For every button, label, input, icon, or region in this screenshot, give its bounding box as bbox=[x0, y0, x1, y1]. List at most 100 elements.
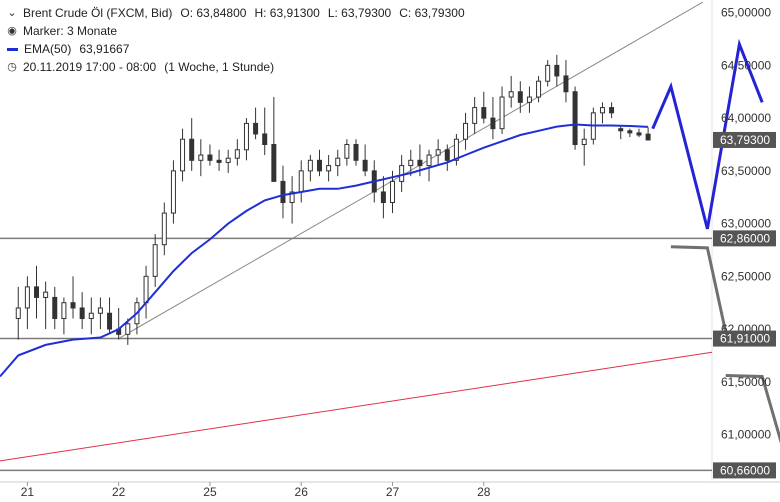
legend-ema-row: EMA(50) 63,91667 bbox=[6, 40, 465, 58]
candle-body bbox=[161, 212, 167, 246]
candle-body bbox=[180, 138, 186, 172]
marker-label: Marker: 3 Monate bbox=[23, 24, 118, 38]
candle-body bbox=[353, 143, 359, 161]
candle bbox=[526, 86, 532, 113]
candle-body bbox=[444, 149, 450, 161]
candle bbox=[271, 97, 277, 182]
candle bbox=[234, 139, 240, 166]
candle bbox=[645, 127, 651, 141]
price-badge: 61,91000 bbox=[713, 330, 776, 347]
candle-body bbox=[307, 159, 313, 172]
candle-body bbox=[225, 157, 231, 163]
candle-body bbox=[125, 323, 131, 335]
candle-body bbox=[526, 96, 532, 103]
candle bbox=[61, 297, 67, 335]
candle-body bbox=[380, 191, 386, 204]
candle bbox=[143, 265, 149, 319]
candle-body bbox=[563, 75, 569, 93]
candle bbox=[399, 155, 405, 192]
candle-body bbox=[79, 307, 85, 320]
y-tick-label: 61,00000 bbox=[721, 428, 771, 442]
chevron-down-icon[interactable]: ⌄ bbox=[7, 7, 17, 19]
candle-body bbox=[481, 107, 487, 119]
price-badge-box bbox=[713, 330, 776, 347]
x-tick-label: 28 bbox=[477, 485, 491, 499]
legend-ohlc-row: ⌄ Brent Crude Öl (FXCM, Bid) O: 63,84800… bbox=[6, 4, 464, 22]
candle-body bbox=[408, 159, 414, 167]
legend-marker-row: ◉ Marker: 3 Monate bbox=[6, 22, 465, 40]
candle bbox=[70, 276, 76, 319]
ema-swatch-icon bbox=[7, 47, 18, 51]
candle-body bbox=[636, 132, 642, 136]
candle bbox=[225, 149, 231, 173]
candle bbox=[79, 292, 85, 330]
candle-body bbox=[107, 312, 113, 330]
candle-body bbox=[170, 170, 176, 214]
price-badge-box bbox=[713, 230, 776, 247]
candle-body bbox=[70, 302, 76, 309]
legend-time-row: ◷ 20.11.2019 17:00 - 08:00 (1 Woche, 1 S… bbox=[6, 58, 465, 76]
candle-body bbox=[517, 91, 523, 103]
price-badge: 60,66000 bbox=[713, 462, 776, 479]
candle bbox=[599, 102, 605, 124]
candle-body bbox=[207, 154, 213, 161]
candle bbox=[52, 286, 58, 330]
candle bbox=[243, 118, 249, 161]
candle bbox=[444, 144, 450, 171]
candle-body bbox=[234, 149, 240, 159]
grid-lines bbox=[0, 0, 780, 483]
candle bbox=[298, 160, 304, 203]
candle-body bbox=[198, 154, 204, 161]
y-tick-label: 64,00000 bbox=[721, 111, 771, 125]
candle bbox=[326, 155, 332, 182]
chart-legend: ⌄ Brent Crude Öl (FXCM, Bid) O: 63,84800… bbox=[6, 4, 465, 76]
candle-body bbox=[536, 80, 542, 98]
candle-body bbox=[97, 307, 103, 314]
candle bbox=[618, 125, 624, 140]
time-interval: (1 Woche, 1 Stunde) bbox=[164, 60, 275, 74]
grey-projection-path bbox=[670, 245, 728, 333]
price-badge-box bbox=[713, 131, 776, 148]
y-tick-label: 63,50000 bbox=[721, 164, 771, 178]
candle bbox=[289, 176, 295, 224]
candle-body bbox=[609, 107, 615, 114]
price-badge-label: 60,66000 bbox=[720, 463, 770, 477]
candle-body bbox=[61, 302, 67, 320]
candle bbox=[572, 86, 578, 150]
candle bbox=[435, 139, 441, 166]
candlestick-series bbox=[15, 54, 651, 345]
candle-body bbox=[472, 107, 478, 124]
candle bbox=[581, 128, 587, 166]
candle-body bbox=[572, 91, 578, 145]
candle-body bbox=[88, 312, 94, 320]
candle-body bbox=[34, 286, 40, 298]
candle-body bbox=[298, 170, 304, 193]
candle bbox=[262, 107, 268, 156]
x-tick-label: 25 bbox=[203, 485, 217, 499]
candle bbox=[554, 54, 560, 87]
candle bbox=[207, 144, 213, 166]
open-value: O: 63,84800 bbox=[180, 6, 247, 20]
candle-body bbox=[189, 138, 195, 161]
candle bbox=[609, 102, 615, 119]
candle-body bbox=[15, 307, 21, 320]
candle bbox=[34, 265, 40, 319]
candle bbox=[472, 97, 478, 134]
candle bbox=[362, 144, 368, 177]
candle bbox=[107, 297, 113, 335]
ema-value: 63,91667 bbox=[79, 42, 130, 56]
price-badge: 62,86000 bbox=[713, 230, 776, 247]
candle bbox=[316, 149, 322, 177]
candle bbox=[180, 128, 186, 182]
candle-body bbox=[152, 244, 158, 277]
candle bbox=[563, 60, 569, 103]
candle-body bbox=[390, 180, 396, 204]
candle bbox=[490, 97, 496, 140]
candle-body bbox=[417, 159, 423, 167]
candle bbox=[508, 75, 514, 108]
candle bbox=[463, 112, 469, 150]
candle-body bbox=[463, 122, 469, 140]
candle bbox=[408, 149, 414, 177]
candle bbox=[453, 133, 459, 166]
candle bbox=[253, 107, 259, 140]
